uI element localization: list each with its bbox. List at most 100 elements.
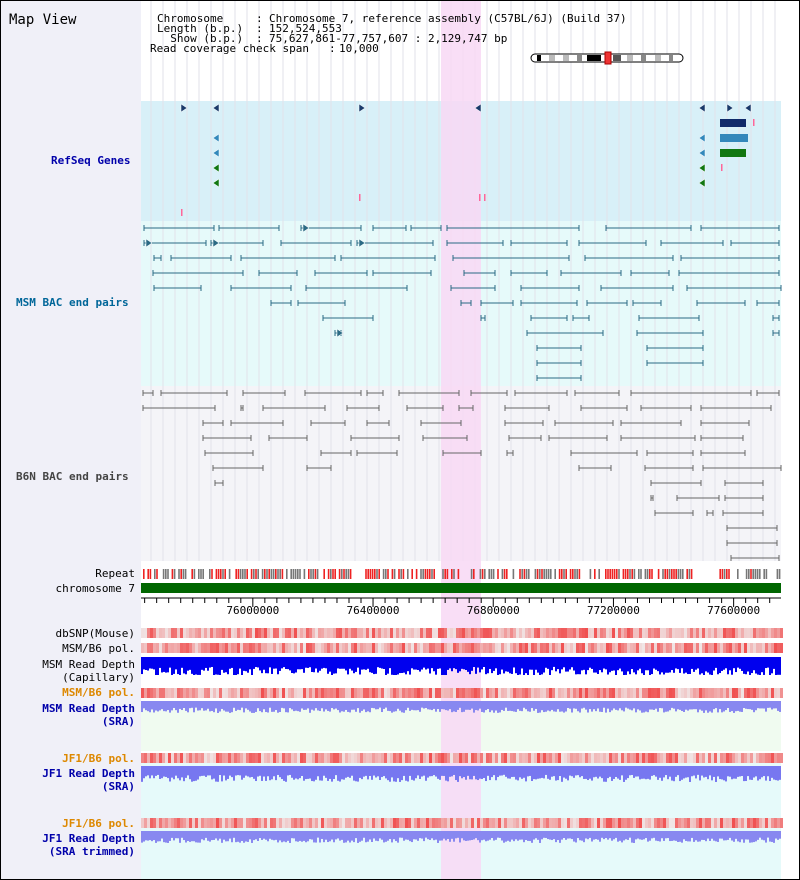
msm-capillary-depth-bar <box>231 657 233 668</box>
jf1-depth-bar <box>313 766 315 782</box>
jf1-trimmed-depth-bar <box>483 831 485 840</box>
refseq-mark <box>721 164 723 171</box>
msm-pol2-heat-cell <box>669 688 672 698</box>
repeat-element <box>737 569 739 579</box>
dbsnp-heat-cell <box>720 628 723 638</box>
jf1-depth-bar <box>669 766 671 777</box>
jf1-pol2-heat-cell <box>486 818 489 828</box>
jf1-depth-bar <box>279 766 281 778</box>
msm-pol-heat-cell <box>543 643 546 653</box>
jf1-pol2-heat-cell <box>261 818 264 828</box>
refseq-gene-features[interactable] <box>180 103 755 216</box>
jf1-pol-heat-cell <box>432 753 435 763</box>
jf1-depth-bar <box>293 766 295 780</box>
msm-pol-heat-cell <box>309 643 312 653</box>
jf1-depth-bar <box>489 766 491 781</box>
msm-pol2-heat-cell <box>630 688 633 698</box>
msm-capillary-depth-bar <box>733 657 735 669</box>
jf1-depth-bar <box>557 766 559 781</box>
repeat-element <box>690 569 693 579</box>
msm-sra-depth-bar <box>455 701 457 712</box>
jf1-depth-bar <box>663 766 665 778</box>
jf1-pol2-heat-cell <box>570 818 573 828</box>
msm-pol2-heat-cell <box>681 688 684 698</box>
jf1-depth-bar <box>707 766 709 780</box>
jf1-trimmed-depth-bar <box>237 831 239 842</box>
selected-region-highlight[interactable] <box>441 1 481 879</box>
jf1-depth-bar <box>179 766 181 781</box>
msm-capillary-depth-bar <box>771 657 773 674</box>
jf1-depth-bar <box>623 766 625 782</box>
msm-capillary-depth-bar <box>669 657 671 673</box>
msm-sra-depth-bar <box>549 701 551 712</box>
jf1-pol-heat-cell <box>285 753 288 763</box>
jf1-trimmed-depth-bar <box>297 831 299 842</box>
jf1-trimmed-depth-bar <box>613 831 615 840</box>
msm-sra-depth-bar <box>675 701 677 712</box>
msm-pol2-heat-cell <box>738 688 741 698</box>
b6n-bac-features[interactable] <box>142 390 782 561</box>
repeat-element <box>664 569 666 579</box>
msm-pol-heat-cell <box>213 643 216 653</box>
chromosome-ideogram[interactable] <box>530 51 684 65</box>
repeat-element <box>193 569 196 579</box>
dbsnp-heat-cell <box>372 628 375 638</box>
msm-pol2-heat-cell <box>618 688 621 698</box>
jf1-depth-bar <box>153 766 155 779</box>
jf1-depth-bar <box>479 766 481 779</box>
repeat-element <box>536 569 539 579</box>
msm-sra-depth-bar <box>445 701 447 711</box>
jf1-pol2-heat-cell <box>216 818 219 828</box>
jf1-pol-heat-cell <box>444 753 447 763</box>
jf1-trimmed-depth-bar <box>167 831 169 843</box>
jf1-trimmed-depth-bar <box>777 831 779 840</box>
msm-pol2-heat-cell <box>360 688 363 698</box>
jf1-pol-heat-cell <box>687 753 690 763</box>
jf1-trimmed-depth-bar <box>559 831 561 843</box>
msm-sra-depth-bar <box>515 701 517 712</box>
jf1-depth-bar <box>397 766 399 779</box>
jf1-depth-bar <box>735 766 737 779</box>
jf1-pol2-heat-cell <box>732 818 735 828</box>
msm-sra-depth-bar <box>695 701 697 710</box>
dbsnp-heat-cell <box>360 628 363 638</box>
msm-capillary-depth-bar <box>623 657 625 675</box>
jf1-pol2-heat-cell <box>672 818 675 828</box>
msm-sra-depth-bar <box>759 701 761 709</box>
jf1-pol2-heat-cell <box>324 818 327 828</box>
jf1-depth-bar <box>219 766 221 776</box>
msm-capillary-depth-bar <box>483 657 485 668</box>
jf1-pol2-heat-cell <box>639 818 642 828</box>
msm-pol-heat-cell <box>291 643 294 653</box>
msm-pol2-heat-cell <box>339 688 342 698</box>
dbsnp-heat-cell <box>171 628 174 638</box>
msm-pol2-heat-cell <box>222 688 225 698</box>
msm-pol-heat-cell <box>603 643 606 653</box>
repeat-element <box>488 569 490 579</box>
msm-capillary-depth-bar <box>183 657 185 674</box>
jf1-depth-bar <box>325 766 327 778</box>
jf1-pol2-heat-cell <box>174 818 177 828</box>
jf1-pol-heat-cell <box>762 753 765 763</box>
msm-bac-features[interactable] <box>143 223 782 381</box>
dbsnp-heat-cell <box>609 628 612 638</box>
msm-pol-heat-cell <box>675 643 678 653</box>
msm-capillary-depth-bar <box>367 657 369 669</box>
jf1-pol2-heat-cell <box>540 818 543 828</box>
msm-pol-heat-cell <box>168 643 171 653</box>
msm-capillary-depth-bar <box>641 657 643 674</box>
jf1-pol-heat-cell <box>378 753 381 763</box>
jf1-pol2-heat-cell <box>435 818 438 828</box>
msm-capillary-depth-bar <box>539 657 541 675</box>
jf1-trimmed-depth-bar <box>721 831 723 839</box>
jf1-pol2-heat-cell <box>720 818 723 828</box>
dbsnp-heat-cell <box>567 628 570 638</box>
jf1-pol2-heat-cell <box>630 818 633 828</box>
msm-pol2-heat-cell <box>207 688 210 698</box>
msm-sra-depth-bar <box>683 701 685 712</box>
jf1-pol-heat-cell <box>531 753 534 763</box>
repeat-element <box>297 569 299 579</box>
msm-sra-depth-bar <box>335 701 337 709</box>
jf1-depth-bar <box>561 766 563 782</box>
repeat-element <box>182 569 185 579</box>
